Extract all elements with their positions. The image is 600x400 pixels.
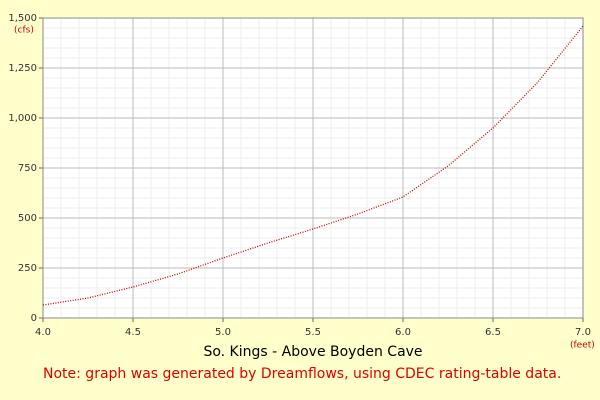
x-tick-label: 5.5 [305, 327, 321, 338]
y-tick-label: 750 [18, 163, 37, 174]
x-tick-label: 6.5 [485, 327, 501, 338]
x-axis-label: (feet) [570, 341, 595, 351]
x-tick-label: 6.0 [395, 327, 411, 338]
x-tick-label: 4.0 [35, 327, 51, 338]
note: Note: graph was generated by Dreamflows,… [43, 366, 561, 382]
x-tick-label: 5.0 [215, 327, 231, 338]
y-tick-label: 250 [18, 263, 37, 274]
y-tick-label: 0 [31, 313, 37, 324]
y-tick-label: 1,250 [8, 63, 37, 74]
y-tick-label: 500 [18, 213, 37, 224]
y-axis-label: (cfs) [14, 26, 34, 36]
plot-border [42, 17, 584, 319]
y-tick-label: 1,000 [8, 113, 37, 124]
data-line [42, 25, 584, 306]
y-tick-label: 1,500 [8, 13, 37, 24]
x-tick-label: 7.0 [575, 327, 591, 338]
x-tick-label: 4.5 [125, 327, 141, 338]
chart-title: So. Kings - Above Boyden Cave [203, 344, 422, 360]
